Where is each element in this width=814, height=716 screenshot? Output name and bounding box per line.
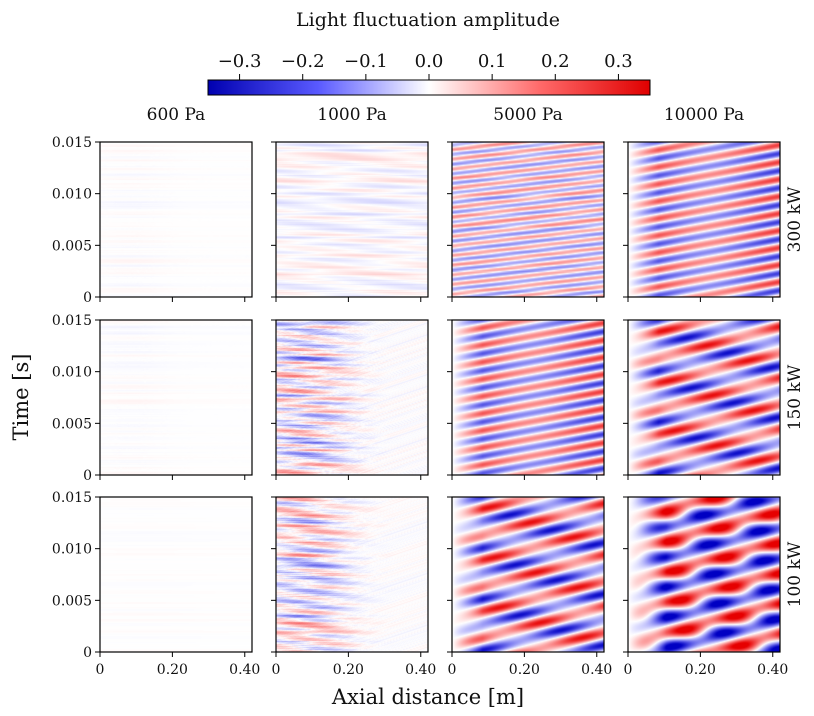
x-tick-label: 0 <box>272 662 281 678</box>
x-tick-label: 0.40 <box>229 662 260 678</box>
row-titles: 300 kW 150 kW 100 kW <box>785 186 805 607</box>
heatmap-image <box>452 320 604 475</box>
heatmap-image <box>628 320 780 475</box>
colorbar <box>207 79 651 96</box>
heatmap-image <box>276 320 428 475</box>
column-titles: 600 Pa 1000 Pa 5000 Pa 10000 Pa <box>147 105 744 125</box>
colorbar-tick-label: 0.1 <box>478 51 507 72</box>
x-axis-label: Axial distance [m] <box>331 685 524 709</box>
heatmap-panel <box>447 141 605 302</box>
heatmap-panel <box>447 319 605 480</box>
heatmap-panel: 0 0.20 0.40 <box>447 496 612 678</box>
x-tick-label: 0.20 <box>157 662 188 678</box>
colorbar-tick-label: 0.0 <box>415 51 444 72</box>
row-title: 300 kW <box>785 186 805 252</box>
colorbar-title: Light fluctuation amplitude <box>296 9 560 31</box>
x-tick-label: 0.20 <box>509 662 540 678</box>
colorbar-ticks <box>239 74 619 80</box>
y-tick-label: 0.005 <box>52 593 92 609</box>
y-tick-label: 0.015 <box>52 313 92 329</box>
heatmap-image <box>628 497 780 652</box>
panel-frame <box>99 141 253 298</box>
row-title: 100 kW <box>785 541 805 607</box>
y-tick-label: 0.005 <box>52 238 92 254</box>
heatmap-image <box>100 142 252 297</box>
y-tick-label: 0.015 <box>52 490 92 506</box>
x-tick-label: 0 <box>96 662 105 678</box>
panel-frame <box>451 141 605 298</box>
panel-frame <box>627 496 781 653</box>
colorbar-tick-labels: −0.3 −0.2 −0.1 0.0 0.1 0.2 0.3 <box>218 51 633 72</box>
heatmap-panel <box>623 141 781 302</box>
heatmap-image <box>452 142 604 297</box>
y-tick-label: 0.010 <box>52 365 92 381</box>
column-title: 600 Pa <box>147 105 206 125</box>
heatmap-image <box>452 497 604 652</box>
panel-frame <box>275 496 429 653</box>
panel-frame <box>275 141 429 298</box>
panel-frame <box>451 496 605 653</box>
colorbar-tick-label: −0.1 <box>344 51 388 72</box>
panel-frame <box>99 496 253 653</box>
x-tick-label: 0.40 <box>581 662 612 678</box>
column-title: 10000 Pa <box>664 105 744 125</box>
y-axis-label: Time [s] <box>9 354 33 441</box>
colorbar-tick-label: 0.3 <box>604 51 633 72</box>
row-title: 150 kW <box>785 364 805 430</box>
y-tick-label: 0.015 <box>52 135 92 151</box>
heatmap-panels: 0 0.005 0.010 0.015 0 0.005 0.010 0.015 0 0.005 0.… <box>52 135 788 678</box>
heatmap-panel: 0 0.005 0.010 0.015 <box>52 313 253 484</box>
heatmap-panel: 0 0.005 0.010 0.015 0 0.20 0.40 <box>52 490 260 678</box>
column-title: 1000 Pa <box>317 105 386 125</box>
heatmap-panel <box>623 319 781 480</box>
y-tick-label: 0.010 <box>52 542 92 558</box>
heatmap-image <box>100 320 252 475</box>
heatmap-image <box>628 142 780 297</box>
y-tick-label: 0.010 <box>52 187 92 203</box>
x-tick-label: 0.20 <box>685 662 716 678</box>
heatmap-image <box>276 497 428 652</box>
heatmap-panel <box>271 141 429 302</box>
x-tick-label: 0 <box>624 662 633 678</box>
heatmap-image <box>276 142 428 297</box>
heatmap-panel: 0 0.005 0.010 0.015 <box>52 135 253 306</box>
y-tick-label: 0 <box>83 645 92 661</box>
heatmap-panel: 0 0.20 0.40 <box>271 496 436 678</box>
panel-frame <box>627 319 781 476</box>
y-tick-label: 0 <box>83 290 92 306</box>
colorbar-tick-label: −0.3 <box>218 51 262 72</box>
column-title: 5000 Pa <box>493 105 562 125</box>
heatmap-panel <box>271 319 429 480</box>
colorbar-tick-label: −0.2 <box>281 51 325 72</box>
panel-frame <box>275 319 429 476</box>
x-tick-label: 0.20 <box>333 662 364 678</box>
panel-frame <box>451 319 605 476</box>
panel-frame <box>627 141 781 298</box>
x-tick-label: 0.40 <box>757 662 788 678</box>
x-tick-label: 0 <box>448 662 457 678</box>
panel-frame <box>99 319 253 476</box>
y-tick-label: 0 <box>83 468 92 484</box>
heatmap-panel: 0 0.20 0.40 <box>623 496 788 678</box>
x-tick-label: 0.40 <box>405 662 436 678</box>
y-tick-label: 0.005 <box>52 416 92 432</box>
colorbar-tick-label: 0.2 <box>541 51 570 72</box>
heatmap-image <box>100 497 252 652</box>
